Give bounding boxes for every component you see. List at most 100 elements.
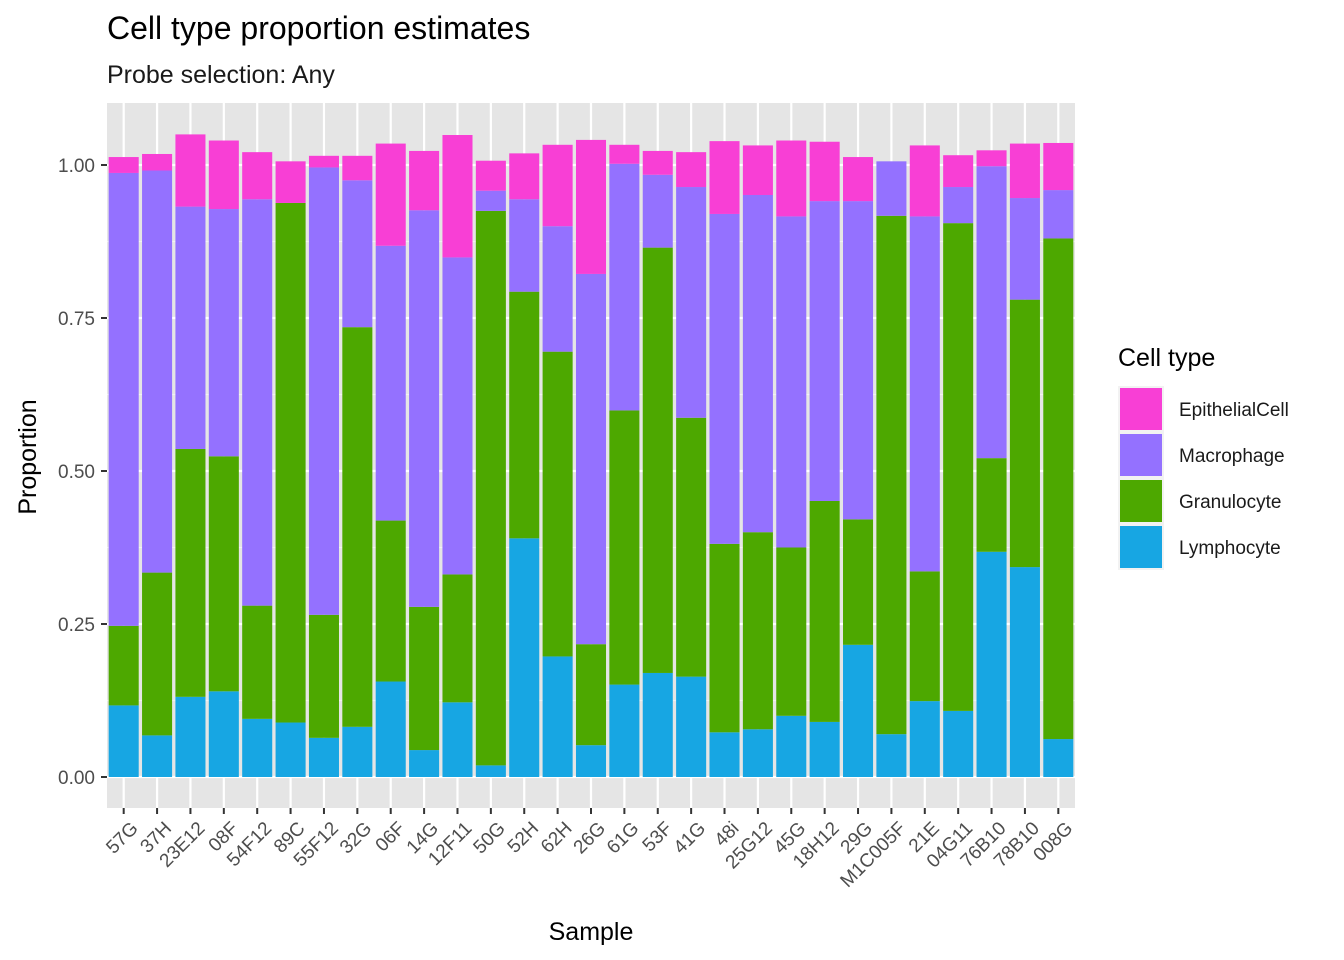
bar-segment-granulocyte — [1009, 299, 1040, 568]
bar-segment-lymphocyte — [409, 750, 440, 777]
x-tick-label: 26G — [570, 818, 610, 858]
bar-segment-lymphocyte — [242, 718, 273, 777]
bar-segment-macrophage — [308, 167, 339, 615]
bar-segment-granulocyte — [976, 458, 1007, 552]
x-tick-label: 50G — [470, 818, 510, 858]
bar-segment-lymphocyte — [542, 656, 573, 777]
bar-segment-macrophage — [442, 257, 473, 575]
bar-segment-macrophage — [943, 187, 974, 224]
legend-label: Lymphocyte — [1179, 538, 1281, 559]
bar-segment-macrophage — [1009, 198, 1040, 300]
legend-swatch-lymphocyte — [1120, 526, 1162, 568]
x-tick-label: 32G — [336, 818, 376, 858]
y-tick-label: 0.75 — [58, 309, 95, 330]
bar-segment-macrophage — [409, 210, 440, 607]
bar-segment-lymphocyte — [676, 676, 707, 777]
bar-segment-granulocyte — [142, 572, 173, 736]
bar-segment-lymphocyte — [475, 765, 506, 777]
bar-segment-granulocyte — [542, 351, 573, 657]
bar-segment-granulocyte — [108, 625, 139, 706]
bar-segment-epithelialcell — [776, 140, 807, 217]
x-tick-label: 41G — [670, 818, 710, 858]
bar-segment-epithelialcell — [409, 150, 440, 211]
bar-segment-lymphocyte — [709, 732, 740, 777]
bar-segment-lymphocyte — [776, 715, 807, 777]
bar-segment-lymphocyte — [342, 726, 373, 777]
bar-segment-epithelialcell — [642, 150, 673, 175]
x-axis: 57G37H23E1208F54F1289C55F1232G06F14G12F1… — [102, 808, 1077, 892]
bar-segment-granulocyte — [409, 606, 440, 751]
bar-segment-epithelialcell — [208, 140, 239, 210]
y-axis: 0.00 0.25 0.50 0.75 1.00 — [58, 156, 107, 789]
bar-segment-granulocyte — [809, 500, 840, 722]
bars — [108, 134, 1074, 777]
bar-segment-epithelialcell — [375, 143, 406, 246]
legend-title: Cell type — [1118, 344, 1215, 372]
bar-segment-macrophage — [642, 174, 673, 248]
chart-subtitle: Probe selection: Any — [107, 61, 335, 89]
bar-segment-lymphocyte — [308, 737, 339, 777]
bar-segment-granulocyte — [475, 210, 506, 766]
bar-segment-macrophage — [1043, 190, 1074, 239]
y-tick-label: 0.25 — [58, 615, 95, 636]
bar-segment-lymphocyte — [442, 702, 473, 777]
bar-segment-macrophage — [142, 170, 173, 573]
bar-segment-epithelialcell — [676, 152, 707, 188]
bar-segment-epithelialcell — [1043, 142, 1074, 191]
bar-segment-epithelialcell — [342, 155, 373, 181]
bar-segment-epithelialcell — [943, 155, 974, 188]
bar-segment-epithelialcell — [142, 153, 173, 171]
bar-segment-granulocyte — [609, 410, 640, 685]
bar-segment-epithelialcell — [976, 150, 1007, 167]
x-tick-label: 61G — [603, 818, 643, 858]
bar-segment-epithelialcell — [475, 160, 506, 191]
bar-segment-granulocyte — [876, 215, 907, 735]
bar-segment-granulocyte — [642, 247, 673, 673]
bar-segment-epithelialcell — [442, 135, 473, 258]
bar-segment-granulocyte — [375, 520, 406, 682]
bar-segment-macrophage — [575, 273, 607, 645]
bar-segment-epithelialcell — [1009, 143, 1040, 199]
x-tick-label: 53F — [639, 818, 677, 856]
bar-segment-granulocyte — [175, 448, 206, 697]
bar-segment-granulocyte — [843, 519, 874, 645]
bar-segment-lymphocyte — [1043, 739, 1074, 777]
bar-segment-epithelialcell — [809, 141, 840, 202]
bar-segment-macrophage — [742, 194, 773, 533]
bar-segment-macrophage — [843, 201, 874, 520]
bar-segment-epithelialcell — [843, 157, 874, 202]
bar-segment-granulocyte — [275, 202, 306, 723]
y-tick-label: 1.00 — [58, 156, 95, 177]
y-tick-label: 0.00 — [58, 768, 95, 789]
legend-label: Macrophage — [1179, 446, 1285, 467]
bar-segment-granulocyte — [776, 547, 807, 716]
bar-segment-epithelialcell — [575, 139, 607, 274]
bar-segment-macrophage — [475, 190, 506, 211]
bar-segment-macrophage — [709, 213, 740, 544]
x-tick-label: 52H — [504, 818, 543, 857]
x-tick-label: 008G — [1030, 818, 1078, 866]
bar-segment-macrophage — [175, 206, 206, 449]
bar-segment-granulocyte — [943, 223, 974, 711]
bar-segment-epithelialcell — [242, 152, 273, 200]
bar-segment-lymphocyte — [943, 710, 974, 777]
bar-segment-granulocyte — [342, 327, 373, 727]
x-tick-label: 57G — [102, 818, 142, 858]
bar-segment-lymphocyte — [642, 672, 673, 777]
bar-segment-epithelialcell — [909, 145, 940, 217]
bar-segment-granulocyte — [676, 417, 707, 677]
y-tick-label: 0.50 — [58, 462, 95, 483]
bar-segment-lymphocyte — [175, 696, 206, 777]
bar-segment-lymphocyte — [375, 681, 406, 777]
bar-segment-macrophage — [242, 199, 273, 606]
x-axis-title: Sample — [549, 918, 634, 946]
bar-segment-macrophage — [976, 166, 1007, 459]
bar-segment-granulocyte — [1043, 238, 1074, 740]
legend-swatch-granulocyte — [1120, 480, 1162, 522]
x-tick-label: 06F — [372, 818, 410, 856]
legend-label: EpithelialCell — [1179, 400, 1289, 421]
legend: Cell type EpithelialCell Macrophage Granul… — [1118, 344, 1289, 570]
x-tick-label: 62H — [537, 818, 576, 857]
bar-segment-lymphocyte — [275, 722, 306, 777]
